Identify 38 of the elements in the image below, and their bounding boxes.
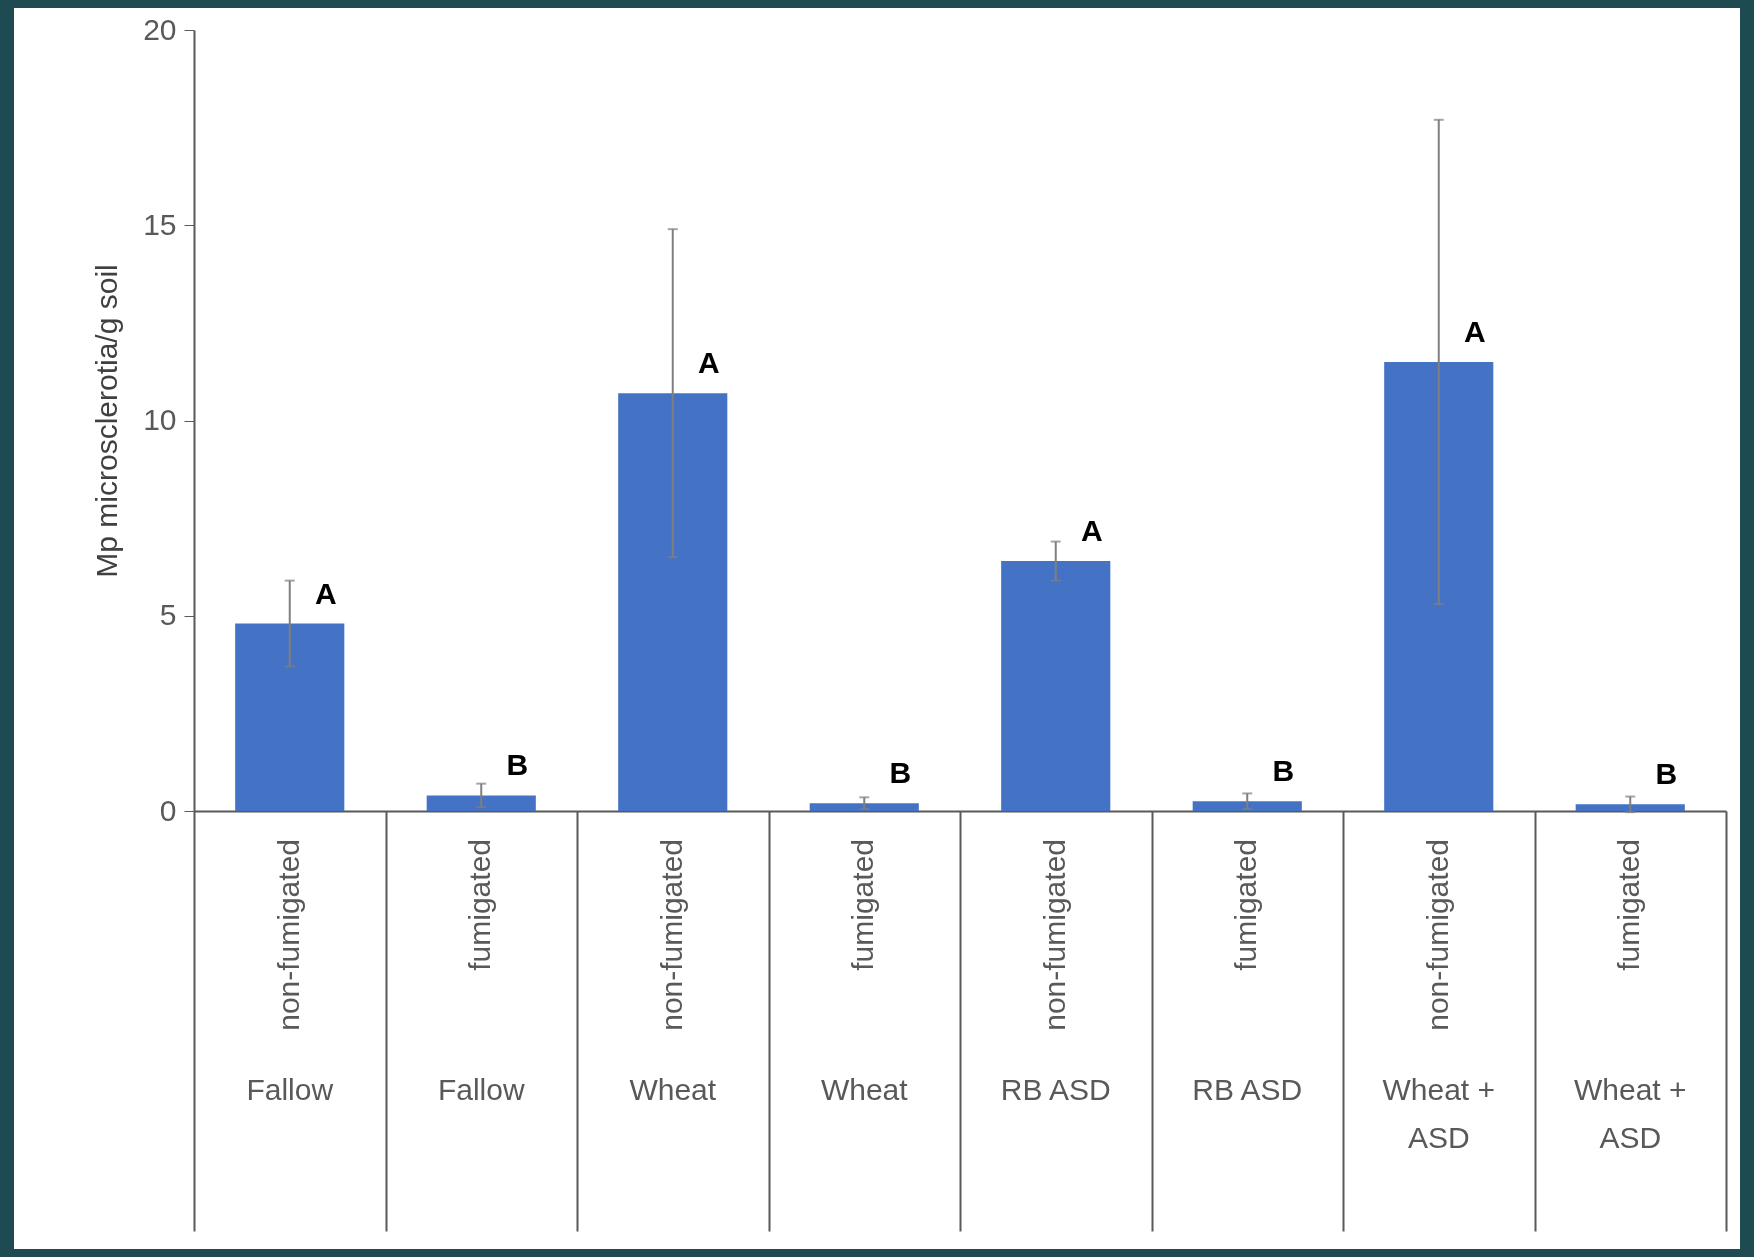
x-tick-label: non-fumigated xyxy=(1420,839,1454,1031)
bar xyxy=(809,803,919,811)
data-label: B xyxy=(1655,757,1678,791)
x-tick-label: fumigated xyxy=(1229,839,1263,971)
bar xyxy=(426,795,536,811)
bar xyxy=(1192,801,1302,811)
y-tick-label: 5 xyxy=(159,598,177,632)
data-label: B xyxy=(506,748,529,782)
y-tick-label: 15 xyxy=(143,207,177,241)
x-tick-label: fumigated xyxy=(846,839,880,971)
x-tick-label: fumigated xyxy=(463,839,497,971)
text: Fallow xyxy=(436,1072,526,1108)
y-tick-label: 20 xyxy=(143,12,177,46)
text: Wheat xyxy=(819,1072,909,1108)
data-label: A xyxy=(314,576,337,610)
y-axis-title: Mp microsclerotia/g soil xyxy=(90,264,124,578)
x-tick-label: fumigated xyxy=(1612,839,1646,971)
bar xyxy=(618,393,728,811)
text: RB ASD xyxy=(1191,1072,1304,1108)
x-tick-label: non-fumigated xyxy=(271,839,305,1031)
bar xyxy=(1001,561,1111,811)
data-label: B xyxy=(1272,754,1295,788)
data-label: A xyxy=(1080,514,1103,548)
y-tick-label: 0 xyxy=(159,793,177,827)
x-tick-label: non-fumigated xyxy=(654,839,688,1031)
data-label: A xyxy=(1463,314,1486,348)
text: Wheat xyxy=(628,1072,718,1108)
y-tick-label: 10 xyxy=(143,403,177,436)
bar xyxy=(1575,804,1685,811)
text: Wheat + ASD xyxy=(1572,1072,1688,1156)
bar xyxy=(1384,361,1494,811)
text: Wheat + ASD xyxy=(1381,1072,1497,1156)
data-label: B xyxy=(889,756,912,790)
text: Fallow xyxy=(245,1072,335,1108)
text: RB ASD xyxy=(999,1072,1112,1108)
data-label: A xyxy=(697,346,720,380)
bar xyxy=(235,623,345,811)
x-tick-label: non-fumigated xyxy=(1037,839,1071,1031)
